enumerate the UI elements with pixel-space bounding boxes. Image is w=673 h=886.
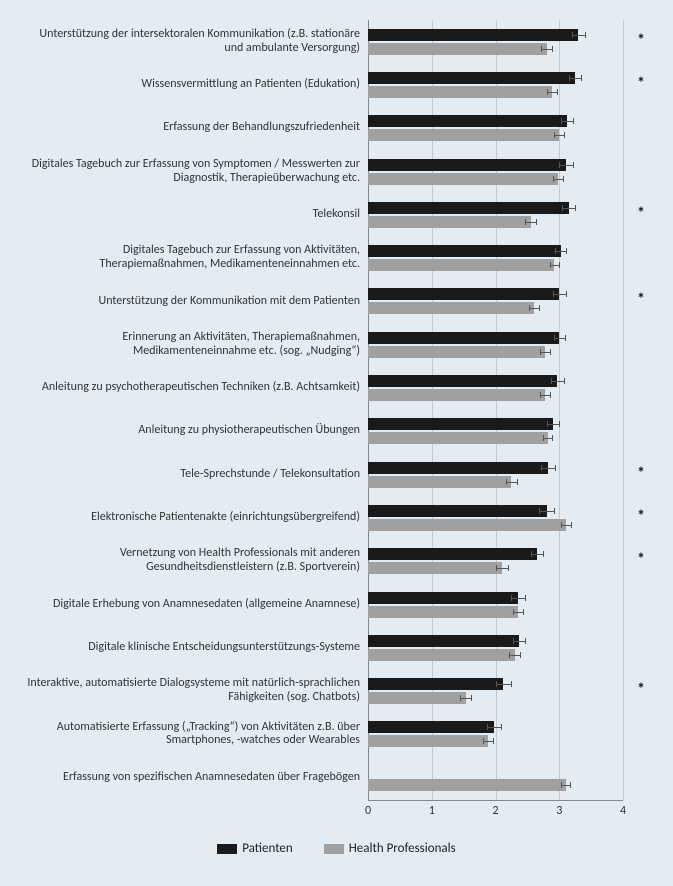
legend-label-hp: Health Professionals bbox=[349, 841, 456, 856]
bar-patienten bbox=[368, 159, 566, 171]
category-label: Elektronische Patientenakte (einrichtung… bbox=[20, 496, 368, 539]
bar-health-professionals bbox=[368, 649, 515, 661]
gridline bbox=[623, 20, 624, 800]
category-label: Digitales Tagebuch zur Erfassung von Akt… bbox=[20, 237, 368, 280]
bar-health-professionals bbox=[368, 692, 466, 704]
bar-patienten bbox=[368, 592, 518, 604]
bar-patienten bbox=[368, 375, 557, 387]
bar-patienten bbox=[368, 332, 559, 344]
x-tick-label: 4 bbox=[620, 804, 626, 818]
legend-label-patienten: Patienten bbox=[242, 841, 292, 856]
significance-star: * bbox=[637, 31, 645, 50]
swatch-hp bbox=[324, 844, 344, 854]
bar-patienten bbox=[368, 202, 569, 214]
bar-health-professionals bbox=[368, 43, 547, 55]
significance-star: * bbox=[637, 464, 645, 483]
bar-health-professionals bbox=[368, 389, 545, 401]
bar-patienten bbox=[368, 245, 561, 257]
x-tick-label: 2 bbox=[492, 804, 498, 818]
bar-health-professionals bbox=[368, 86, 552, 98]
x-tick-label: 0 bbox=[365, 804, 371, 818]
bar-patienten bbox=[368, 678, 503, 690]
bar-health-professionals bbox=[368, 562, 502, 574]
bar-health-professionals bbox=[368, 173, 558, 185]
bar-health-professionals bbox=[368, 216, 531, 228]
x-axis-labels: 0 1 2 3 4 bbox=[368, 800, 623, 820]
bar-health-professionals bbox=[368, 346, 545, 358]
category-label: Unterstützung der Kommunikation mit dem … bbox=[20, 280, 368, 323]
category-label: Unterstützung der intersektoralen Kommun… bbox=[20, 20, 368, 63]
bar-health-professionals bbox=[368, 259, 554, 271]
x-tick-label: 3 bbox=[556, 804, 562, 818]
category-label: Erinnerung an Aktivitäten, Therapiemaßna… bbox=[20, 323, 368, 366]
gridline bbox=[559, 20, 560, 800]
bar-health-professionals bbox=[368, 606, 518, 618]
legend-item-patienten: Patienten bbox=[217, 841, 292, 856]
category-label: Digitale Erhebung von Anamnesedaten (all… bbox=[20, 583, 368, 626]
bar-patienten bbox=[368, 72, 575, 84]
legend-item-hp: Health Professionals bbox=[324, 841, 456, 856]
significance-star: * bbox=[637, 290, 645, 309]
bar-health-professionals bbox=[368, 519, 566, 531]
significance-star: * bbox=[637, 74, 645, 93]
category-label: Telekonsil bbox=[20, 193, 368, 236]
category-label: Tele-Sprechstunde / Telekonsultation bbox=[20, 453, 368, 496]
swatch-patienten bbox=[217, 844, 237, 854]
category-label: Automatisierte Erfassung („Tracking“) vo… bbox=[20, 713, 368, 756]
category-label: Anleitung zu psychotherapeutischen Techn… bbox=[20, 366, 368, 409]
bar-patienten bbox=[368, 115, 567, 127]
bar-patienten bbox=[368, 721, 494, 733]
category-label: Erfassung der Behandlungszufriedenheit bbox=[20, 107, 368, 150]
significance-star: * bbox=[637, 507, 645, 526]
chart-container: 0 1 2 3 4 Unterstützung der intersektoralen … bbox=[0, 0, 673, 866]
bar-health-professionals bbox=[368, 779, 566, 791]
x-tick-label: 1 bbox=[429, 804, 435, 818]
category-label: Interaktive, automatisierte Dialogsystem… bbox=[20, 670, 368, 713]
plot-area: 01234 Unterstützung der intersektoralen … bbox=[368, 20, 623, 801]
bar-patienten bbox=[368, 548, 537, 560]
category-label: Wissensvermittlung an Patienten (Edukati… bbox=[20, 63, 368, 106]
significance-star: * bbox=[637, 680, 645, 699]
category-label: Digitale klinische Entscheidungsunterstü… bbox=[20, 626, 368, 669]
chart-legend: Patienten Health Professionals bbox=[20, 841, 653, 856]
category-label: Anleitung zu physiotherapeutischen Übung… bbox=[20, 410, 368, 453]
category-label: Digitales Tagebuch zur Erfassung von Sym… bbox=[20, 150, 368, 193]
category-label: Vernetzung von Health Professionals mit … bbox=[20, 540, 368, 583]
bar-health-professionals bbox=[368, 432, 548, 444]
bar-health-professionals bbox=[368, 476, 511, 488]
bar-health-professionals bbox=[368, 735, 488, 747]
bar-patienten bbox=[368, 462, 548, 474]
bar-patienten bbox=[368, 418, 553, 430]
significance-star: * bbox=[637, 550, 645, 569]
category-label: Erfassung von spezifischen Anamnesedaten… bbox=[20, 756, 368, 799]
bar-patienten bbox=[368, 505, 547, 517]
bar-patienten bbox=[368, 29, 578, 41]
significance-star: * bbox=[637, 204, 645, 223]
bar-patienten bbox=[368, 288, 559, 300]
bar-health-professionals bbox=[368, 302, 534, 314]
bar-patienten bbox=[368, 635, 519, 647]
bar-health-professionals bbox=[368, 129, 559, 141]
